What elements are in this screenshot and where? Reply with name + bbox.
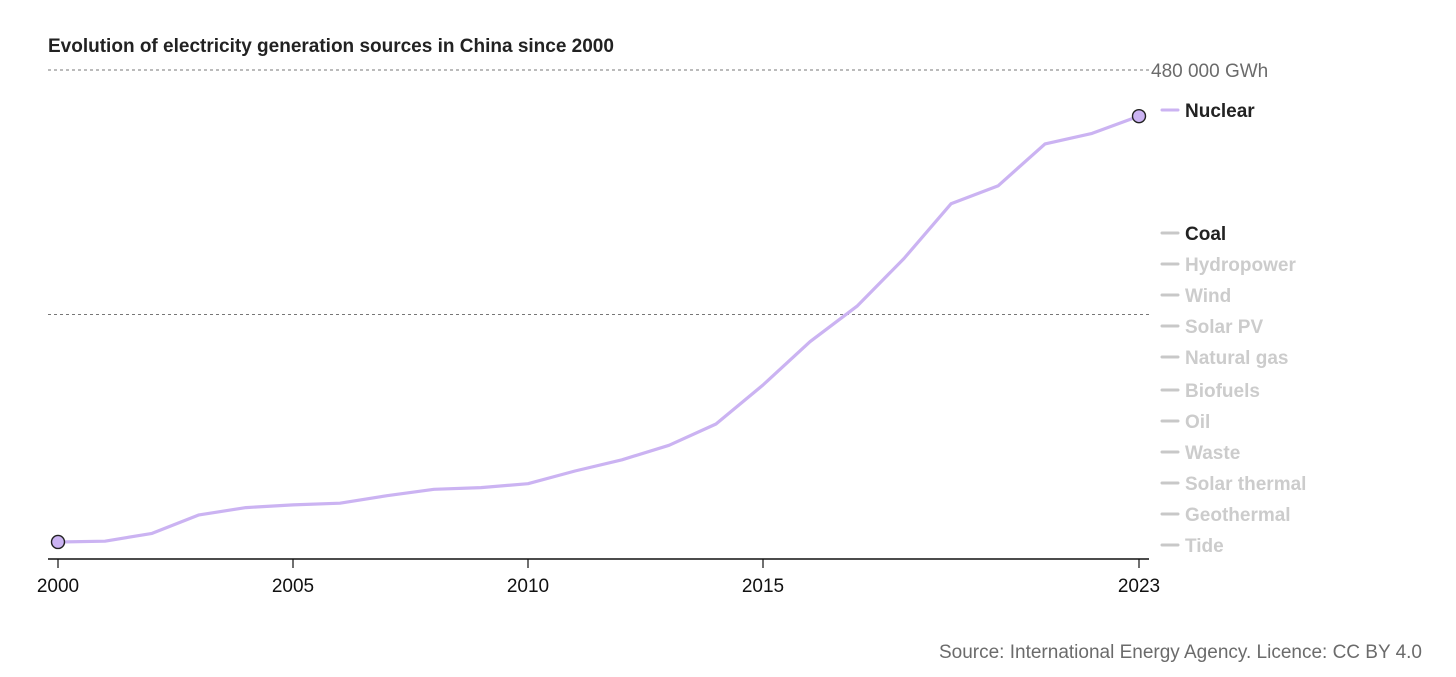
x-axis: 2000 2005 2010 2015 2023 bbox=[37, 558, 1160, 597]
legend-label: Hydropower bbox=[1185, 255, 1296, 276]
legend-item-nuclear[interactable]: Nuclear bbox=[1160, 101, 1255, 122]
legend-label: Coal bbox=[1185, 224, 1226, 245]
legend-item-biofuels[interactable]: Biofuels bbox=[1160, 381, 1260, 402]
legend-item-oil[interactable]: Oil bbox=[1160, 412, 1210, 433]
legend-item-wind[interactable]: Wind bbox=[1160, 286, 1231, 307]
legend-item-solar-pv[interactable]: Solar PV bbox=[1160, 317, 1263, 338]
legend: Nuclear Coal Hydropower Wind Solar PV Natural… bbox=[1160, 101, 1306, 557]
legend-label: Wind bbox=[1185, 286, 1231, 307]
legend-item-geothermal[interactable]: Geothermal bbox=[1160, 505, 1291, 526]
series-line-nuclear[interactable] bbox=[56, 114, 1141, 544]
legend-label: Natural gas bbox=[1185, 348, 1288, 369]
start-point-marker bbox=[50, 534, 66, 550]
legend-label: Oil bbox=[1185, 412, 1210, 433]
legend-item-waste[interactable]: Waste bbox=[1160, 443, 1240, 464]
chart-title: Evolution of electricity generation sour… bbox=[48, 36, 614, 57]
series-layer bbox=[50, 108, 1147, 550]
legend-item-tide[interactable]: Tide bbox=[1160, 536, 1224, 557]
legend-item-natural-gas[interactable]: Natural gas bbox=[1160, 348, 1288, 369]
x-tick-label: 2010 bbox=[507, 576, 549, 597]
x-tick-label: 2000 bbox=[37, 576, 79, 597]
legend-item-hydropower[interactable]: Hydropower bbox=[1160, 255, 1296, 276]
legend-label: Waste bbox=[1185, 443, 1240, 464]
legend-item-solar-thermal[interactable]: Solar thermal bbox=[1160, 474, 1306, 495]
x-tick-label: 2023 bbox=[1118, 576, 1160, 597]
gridlines: 480 000 GWh bbox=[48, 61, 1268, 315]
legend-label: Solar thermal bbox=[1185, 474, 1306, 495]
source-note: Source: International Energy Agency. Lic… bbox=[938, 642, 1422, 663]
legend-label: Geothermal bbox=[1185, 505, 1291, 526]
legend-item-coal[interactable]: Coal bbox=[1160, 224, 1226, 245]
end-point-marker bbox=[1131, 108, 1147, 124]
legend-label: Biofuels bbox=[1185, 381, 1260, 402]
x-tick-label: 2015 bbox=[742, 576, 784, 597]
x-tick-label: 2005 bbox=[272, 576, 314, 597]
legend-label: Tide bbox=[1185, 536, 1224, 557]
legend-label: Solar PV bbox=[1185, 317, 1263, 338]
legend-label: Nuclear bbox=[1185, 101, 1255, 122]
y-max-label: 480 000 GWh bbox=[1151, 61, 1268, 82]
